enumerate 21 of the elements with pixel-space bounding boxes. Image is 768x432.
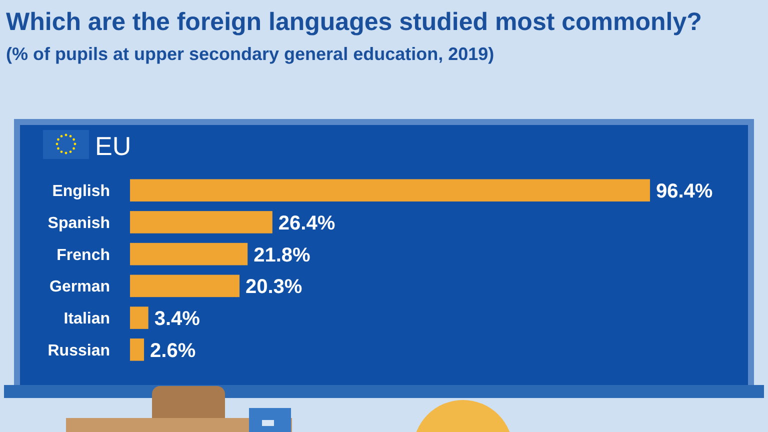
bar [130,179,650,202]
data-label: 2.6% [150,340,196,362]
data-label: 3.4% [154,308,200,330]
bar [130,338,144,361]
y-tick-label: Italian [64,310,110,328]
data-label: 96.4% [656,180,713,203]
data-label: 21.8% [254,244,311,266]
data-label: 26.4% [278,212,336,234]
chart-title: Which are the foreign languages studied most commonly? [6,8,702,36]
chart-subtitle: (% of pupils at upper secondary general education, 2019) [6,44,494,64]
y-tick-label: German [50,278,110,296]
y-tick-label: English [52,183,110,200]
y-tick-label: Spanish [48,214,110,232]
bar [130,211,272,234]
bar [130,242,248,266]
bar [130,274,240,298]
data-label: 20.3% [246,276,302,298]
y-tick-label: French [56,246,110,264]
y-tick-label: Russian [48,342,110,360]
bar [130,306,148,329]
text: EU [95,131,132,161]
